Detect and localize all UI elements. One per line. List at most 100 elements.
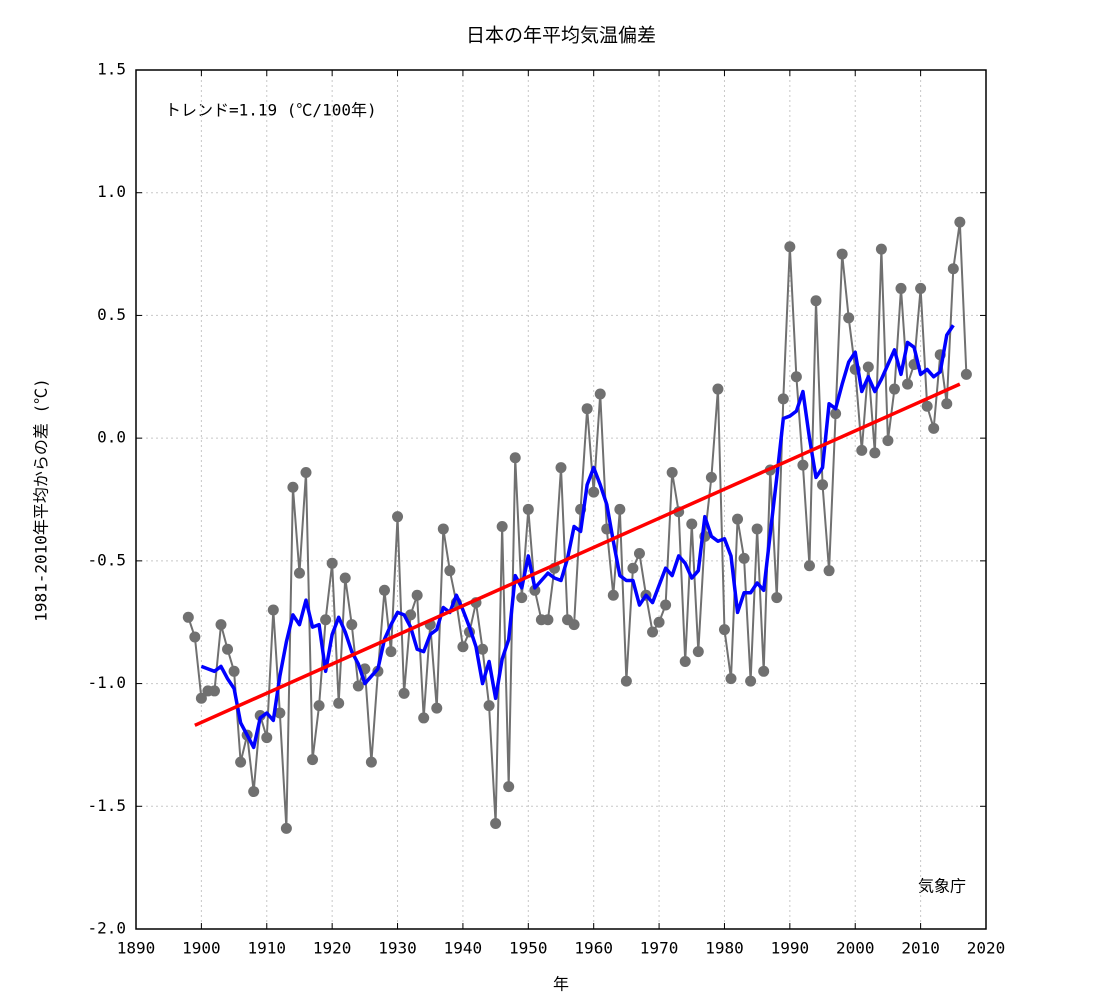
chart-title: 日本の年平均気温偏差 xyxy=(466,25,656,47)
plot-frame xyxy=(135,69,987,930)
data-point xyxy=(503,781,515,793)
data-point xyxy=(679,655,691,667)
data-point xyxy=(365,756,377,768)
data-point xyxy=(836,248,848,260)
data-point xyxy=(862,361,874,373)
x-tick-label: 2010 xyxy=(901,939,940,958)
data-point xyxy=(555,462,567,474)
x-tick-label: 1910 xyxy=(248,939,287,958)
data-point xyxy=(705,471,717,483)
data-point xyxy=(222,643,234,655)
data-point xyxy=(660,599,672,611)
data-point xyxy=(235,756,247,768)
data-point xyxy=(339,572,351,584)
data-point xyxy=(509,452,521,464)
data-point xyxy=(686,518,698,530)
data-point xyxy=(777,393,789,405)
data-point xyxy=(745,675,757,687)
data-point xyxy=(568,619,580,631)
data-point xyxy=(830,408,842,420)
data-point xyxy=(378,584,390,596)
y-tick-label: 0.0 xyxy=(97,428,126,447)
data-point xyxy=(333,697,345,709)
data-point xyxy=(758,665,770,677)
data-point xyxy=(738,552,750,564)
y-tick-label: -1.5 xyxy=(87,796,126,815)
data-point xyxy=(954,216,966,228)
data-point xyxy=(627,562,639,574)
y-tick-label: 1.5 xyxy=(97,60,126,79)
data-point xyxy=(581,403,593,415)
data-point xyxy=(208,685,220,697)
data-point xyxy=(195,692,207,704)
data-point xyxy=(307,754,319,766)
data-point xyxy=(405,609,417,621)
data-point xyxy=(477,643,489,655)
data-point xyxy=(653,616,665,628)
y-tick-label: 0.5 xyxy=(97,305,126,324)
data-point xyxy=(457,641,469,653)
data-point xyxy=(496,520,508,532)
data-point xyxy=(614,503,626,515)
data-point xyxy=(189,631,201,643)
data-point xyxy=(633,547,645,559)
data-point xyxy=(666,467,678,479)
data-point xyxy=(588,486,600,498)
x-tick-label: 1900 xyxy=(182,939,221,958)
y-tick-label: -0.5 xyxy=(87,550,126,569)
data-point xyxy=(320,614,332,626)
y-axis-label: 1981-2010年平均からの差 (℃) xyxy=(32,378,51,622)
data-point xyxy=(790,371,802,383)
data-point xyxy=(444,565,456,577)
data-point xyxy=(947,263,959,275)
data-point xyxy=(941,398,953,410)
data-point xyxy=(274,707,286,719)
data-point xyxy=(594,388,606,400)
x-tick-label: 1970 xyxy=(640,939,679,958)
data-point xyxy=(392,511,404,523)
data-point xyxy=(928,422,940,434)
data-point xyxy=(869,447,881,459)
x-axis-label: 年 xyxy=(553,975,569,994)
data-point xyxy=(882,435,894,447)
x-tick-label: 1940 xyxy=(444,939,483,958)
x-tick-label: 2020 xyxy=(967,939,1006,958)
data-point xyxy=(817,479,829,491)
data-point xyxy=(751,523,763,535)
data-point xyxy=(921,400,933,412)
data-point xyxy=(418,712,430,724)
x-tick-label: 1890 xyxy=(117,939,156,958)
y-tick-label: 1.0 xyxy=(97,182,126,201)
data-point xyxy=(607,589,619,601)
data-point xyxy=(647,626,659,638)
data-point xyxy=(856,444,868,456)
data-point xyxy=(620,675,632,687)
data-point xyxy=(352,680,364,692)
data-point xyxy=(771,592,783,604)
x-tick-label: 1920 xyxy=(313,939,352,958)
data-point xyxy=(522,503,534,515)
data-point xyxy=(725,673,737,685)
data-point xyxy=(915,282,927,294)
y-tick-label: -2.0 xyxy=(87,919,126,938)
data-point xyxy=(843,312,855,324)
data-point xyxy=(712,383,724,395)
data-point xyxy=(215,619,227,631)
data-point xyxy=(784,241,796,253)
data-point xyxy=(483,700,495,712)
data-point xyxy=(431,702,443,714)
x-tick-label: 2000 xyxy=(836,939,875,958)
data-point xyxy=(803,560,815,572)
data-point xyxy=(267,604,279,616)
smoothed-line xyxy=(194,382,961,727)
data-point xyxy=(248,786,260,798)
data-point xyxy=(437,523,449,535)
data-point xyxy=(823,565,835,577)
data-point xyxy=(313,700,325,712)
data-point xyxy=(797,459,809,471)
data-point xyxy=(902,378,914,390)
data-point xyxy=(718,624,730,636)
x-tick-label: 1960 xyxy=(574,939,613,958)
x-tick-label: 1980 xyxy=(705,939,744,958)
data-line xyxy=(187,221,968,830)
